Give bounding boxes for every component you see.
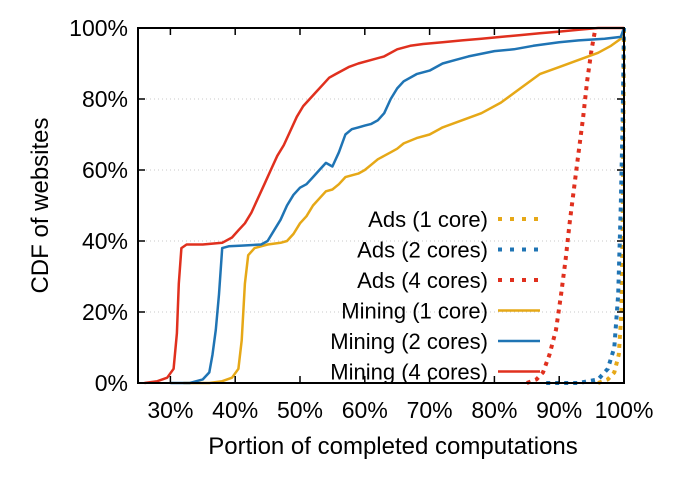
y-tick-label: 60% (82, 157, 128, 183)
x-tick-label: 50% (277, 397, 323, 423)
y-tick-label: 80% (82, 86, 128, 112)
series-line (183, 27, 626, 385)
y-axis-title: CDF of websites (27, 117, 54, 293)
series-layer (144, 26, 626, 385)
legend-label: Ads (2 cores) (357, 238, 488, 263)
series-line (546, 27, 626, 385)
legend-label: Mining (2 cores) (330, 329, 488, 354)
x-tick-label: 30% (147, 397, 193, 423)
x-tick-label: 60% (342, 397, 388, 423)
x-tick-label: 40% (212, 397, 258, 423)
plot-frame (137, 27, 625, 384)
series-line (170, 27, 626, 385)
series-line (144, 26, 624, 385)
legend: Ads (1 core) Ads (2 cores) Ads (4 cores) Mi… (330, 207, 540, 385)
y-tick-label: 100% (69, 15, 128, 41)
x-tick-label: 100% (595, 397, 654, 423)
series-line (597, 27, 626, 385)
y-tick-label: 20% (82, 299, 128, 325)
y-tick-label: 0% (95, 370, 128, 396)
x-tick-label: 90% (536, 397, 582, 423)
legend-label: Ads (1 core) (368, 207, 488, 232)
legend-label: Mining (1 core) (341, 299, 488, 324)
x-tick-label: 80% (471, 397, 517, 423)
legend-label: Ads (4 cores) (357, 268, 488, 293)
tick-layer: 0% 20% 40% 60% 80% 100% 30% 40% 50% 60% 70% 80% 90% 1… (69, 15, 653, 423)
x-tick-label: 70% (407, 397, 453, 423)
series-line (526, 27, 598, 385)
grid-layer (138, 98, 624, 313)
y-tick-label: 40% (82, 228, 128, 254)
x-axis-title: Portion of completed computations (208, 433, 578, 460)
legend-label: Mining (4 cores) (330, 360, 488, 385)
